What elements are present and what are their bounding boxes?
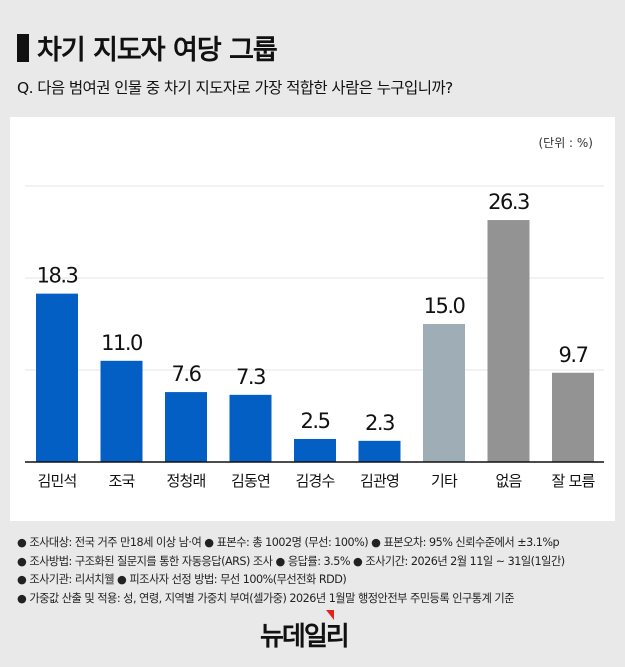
data-label: 9.7	[559, 343, 588, 367]
bar	[358, 440, 401, 462]
bar	[423, 324, 465, 462]
title-text: 차기 지도자 여당 그룹	[37, 35, 278, 66]
data-label: 15.0	[424, 294, 465, 318]
bar	[487, 220, 530, 462]
bar	[100, 360, 143, 462]
unit-label: (단위 : %)	[538, 136, 593, 150]
footnotes: ● 조사대상: 전국 거주 만18세 이상 남·여 ● 표본수: 총 1002명…	[17, 534, 565, 608]
category-label: 김경수	[295, 472, 334, 490]
footnote: ● 조사방법: 구조화된 질문지를 통한 자동응답(ARS) 조사 ● 응답률:…	[17, 554, 565, 568]
footnote: ● 가중값 산출 및 적용: 성, 연령, 지역별 가중치 부여(셀가중) 20…	[17, 591, 515, 605]
category-label: 없음	[495, 472, 521, 490]
footnote: ● 조사기관: 리서치웰 ● 피조사자 선정 방법: 무선 100%(무선전화 …	[17, 573, 347, 586]
bar	[552, 372, 594, 462]
footnote: ● 조사대상: 전국 거주 만18세 이상 남·여 ● 표본수: 총 1002명…	[17, 536, 560, 549]
category-label: 김관영	[360, 472, 399, 490]
logo-text: 뉴데일리	[260, 622, 350, 652]
newdaily-logo: 뉴데일리	[260, 610, 350, 653]
data-label: 2.5	[301, 409, 330, 433]
logo-mark-icon	[326, 610, 334, 620]
category-label: 정청래	[166, 472, 205, 490]
data-label: 26.3	[488, 190, 529, 214]
category-label: 기타	[431, 472, 458, 490]
bar	[36, 293, 78, 462]
data-label: 7.6	[172, 362, 202, 386]
bar	[229, 394, 272, 462]
page-title: 차기 지도자 여당 그룹	[17, 28, 278, 67]
category-label: 조국	[108, 472, 135, 490]
category-label: 김민석	[37, 472, 76, 490]
data-label: 2.3	[365, 411, 394, 435]
data-label: 18.3	[37, 264, 78, 288]
data-label: 11.0	[101, 331, 142, 355]
data-label: 7.3	[236, 365, 265, 389]
survey-question: Q. 다음 범여권 인물 중 차기 지도자로 가장 적합한 사람은 누구입니까?	[17, 79, 453, 97]
title-bar-icon	[17, 33, 29, 62]
bar	[294, 439, 336, 462]
category-label: 잘 모름	[552, 472, 596, 490]
bar	[165, 392, 207, 462]
category-label: 김동연	[231, 472, 270, 490]
